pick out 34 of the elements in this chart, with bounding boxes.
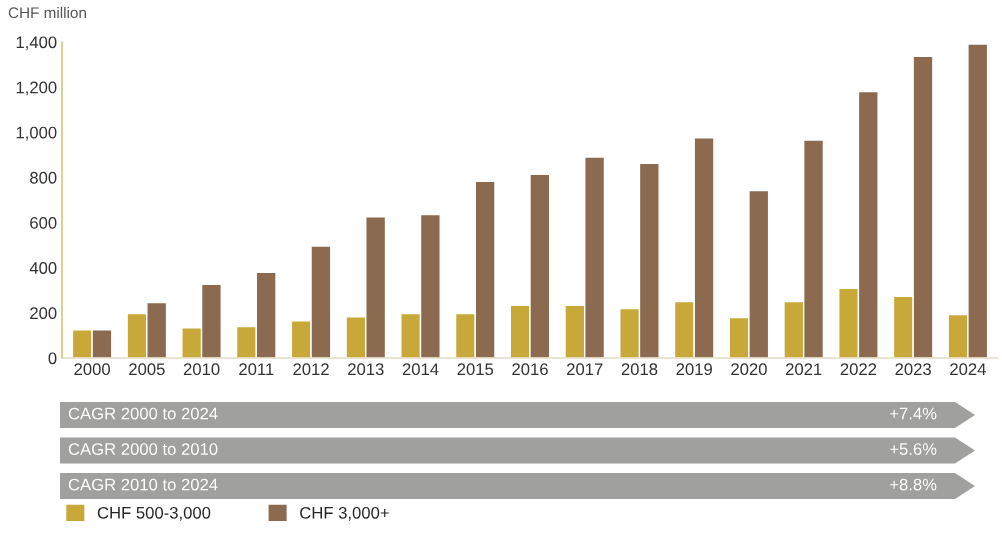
x-tick-label: 2015: [457, 363, 494, 376]
y-tick-label: 1,000: [16, 126, 57, 141]
y-tick-label: 200: [30, 307, 57, 320]
text: +8.8%: [890, 478, 937, 491]
legend-label: CHF 3,000+: [300, 506, 389, 521]
x-tick-label: 2013: [348, 363, 384, 376]
x-tick-label: 2012: [293, 363, 329, 376]
text: CAGR 2000 to 2024: [68, 407, 218, 420]
x-tick-label: 2024: [950, 363, 986, 376]
text: CAGR 2010 to 2024: [68, 478, 218, 491]
y-axis-title: CHF million: [8, 6, 86, 19]
y-tick-label: 0: [48, 352, 57, 365]
x-tick-label: 2010: [183, 363, 220, 376]
y-tick-label: 400: [29, 262, 57, 274]
x-tick-label: 2005: [129, 363, 165, 376]
x-tick-label: 2019: [676, 363, 712, 376]
x-tick-label: 2014: [402, 363, 439, 376]
text: +7.4%: [890, 407, 937, 420]
x-tick-label: 2000: [74, 363, 110, 376]
y-tick-label: 1,400: [16, 36, 57, 51]
y-tick-label: 600: [30, 216, 57, 229]
y-tick-label: 800: [30, 171, 57, 184]
text: CAGR 2000 to 2010: [68, 443, 218, 455]
x-tick-label: 2023: [895, 363, 931, 376]
x-tick-label: 2018: [621, 363, 658, 376]
x-tick-label: 2021: [785, 363, 822, 376]
x-tick-label: 2020: [731, 363, 767, 376]
x-tick-label: 2022: [840, 363, 877, 376]
y-tick-label: 1,200: [16, 81, 57, 96]
legend-label: CHF 500-3,000: [97, 506, 211, 521]
x-tick-label: 2017: [567, 363, 603, 376]
x-tick-label: 2011: [239, 363, 274, 376]
text: +5.6%: [890, 443, 937, 455]
x-tick-label: 2016: [512, 363, 548, 376]
